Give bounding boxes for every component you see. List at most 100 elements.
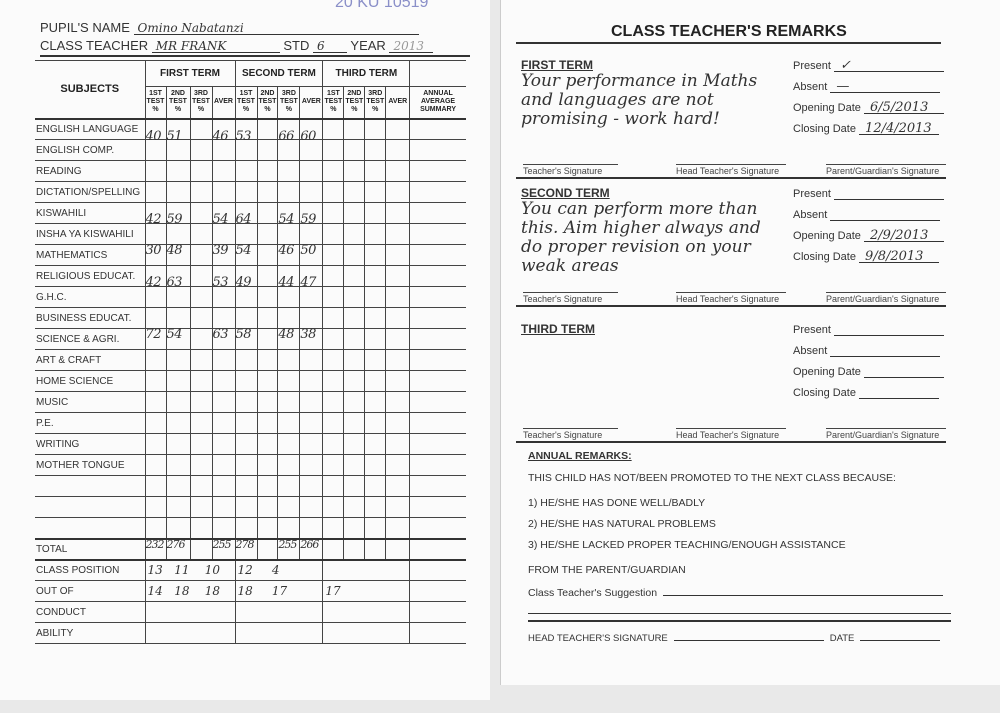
grade-cell [234,496,258,518]
ability-row: ABILITY [35,622,466,644]
pupil-name-label: PUPIL'S NAME [40,20,130,35]
grade-cell [343,202,366,224]
total-cell [322,537,345,560]
handwritten-mark: 59 [166,212,183,227]
grade-cell [234,433,258,455]
head-teacher-signature-field[interactable]: HEAD TEACHER'S SIGNATURE DATE [528,633,941,644]
subject-row: ART & CRAFT [35,349,466,371]
grade-cell [211,370,236,392]
grade-cell: 64 [234,202,258,227]
grade-cell [256,454,279,476]
grade-cell [343,454,366,476]
subject-name: ENGLISH COMP. [35,139,146,161]
grade-cell [343,370,366,392]
total-value: 266 [300,537,319,551]
grade-cell: 59 [299,202,324,227]
suggestion-field[interactable]: Class Teacher's Suggestion [528,587,944,599]
subject-name: SCIENCE & AGRI. [35,328,146,350]
annual-cell [409,391,466,413]
grade-cell [234,181,258,203]
grade-cell [144,349,167,371]
closing-field: Closing Date 12/4/2013 [793,121,940,136]
grade-cell [211,391,236,413]
grade-cell [385,328,411,350]
divider [516,305,946,307]
grade-cell [364,181,387,203]
subject-row [35,475,466,497]
grade-cell: 46 [277,243,301,266]
subject-name: RELIGIOUS EDUCAT. [35,265,146,287]
subjects-header: SUBJECTS [35,60,146,119]
grade-cell [322,286,345,308]
grade-cell [322,475,345,497]
grade-cell [385,286,411,308]
term-label: SECOND TERM [521,186,610,200]
grade-cell [364,328,387,350]
pupil-name: Omino Nabatanzi [133,21,419,35]
total-value: 255 [212,537,232,551]
annual-cell [409,181,466,203]
grade-cell [256,139,279,161]
grade-cell: 59 [165,202,191,227]
term-header: FIRST TERM [144,59,236,88]
closing-field: Closing Date 9/8/2013 [793,249,940,264]
grade-cell [144,433,167,455]
grade-cell [322,370,345,392]
grade-cell [385,160,411,182]
grade-cell [322,244,345,266]
grade-cell [256,370,279,392]
annual-cell [409,475,466,497]
test-column-header: AVER [299,86,324,119]
grade-cell [322,223,345,245]
grade-cell [364,223,387,245]
grade-cell [211,517,236,539]
grade-cell [256,517,279,539]
grade-cell: 51 [165,117,191,144]
grade-cell [385,307,411,329]
annual-cell [409,202,466,224]
grade-cell [165,433,191,455]
ability-label: ABILITY [35,622,146,644]
annual-cell [409,349,466,371]
grade-cell [385,412,411,434]
parent-signature-line: Parent/Guardian's Signature [826,164,946,176]
class-position-label: CLASS POSITION [35,558,146,581]
grade-cell [364,286,387,308]
grade-cell [385,244,411,266]
handwritten-mark: 51 [166,128,183,144]
handwritten-mark: 30 [145,243,162,258]
subject-row: SCIENCE & AGRI. 72 54 63 58 48 38 [35,327,466,350]
grade-cell [385,433,411,455]
class-position-third-term [322,558,411,581]
grade-cell [189,412,213,434]
grade-cell [234,475,258,497]
test-column-header: 2ND TEST % [343,86,366,119]
grade-cell [211,307,236,329]
std-value: 6 [313,39,348,53]
handwritten-mark: 63 [212,327,229,342]
reason-3: 3) HE/SHE LACKED PROPER TEACHING/ENOUGH … [528,539,846,551]
handwritten-mark: 54 [212,212,229,227]
teacher-signature-line: Teacher's Signature [523,292,618,304]
total-cell: 278 [234,537,258,560]
grade-cell [364,265,387,287]
grade-cell [299,391,324,413]
grade-cell [277,160,301,182]
class-position-second-term: 12 4 [234,558,324,581]
grade-cell: 48 [165,243,191,266]
test-column-header: 3RD TEST % [189,86,213,119]
grade-cell [144,412,167,434]
total-value: 276 [166,537,186,551]
total-value: 278 [235,537,255,551]
grade-cell [144,496,167,518]
handwritten-mark: 54 [235,243,252,258]
subject-row: DICTATION/SPELLING [35,181,466,203]
grade-cell [189,139,213,161]
opening-field: Opening Date 6/5/2013 [793,100,944,115]
grade-cell [322,181,345,203]
annual-cell [409,370,466,392]
grade-cell [144,475,167,497]
conduct-first-term [144,601,236,623]
grade-cell [299,496,324,518]
grade-cell [322,454,345,476]
